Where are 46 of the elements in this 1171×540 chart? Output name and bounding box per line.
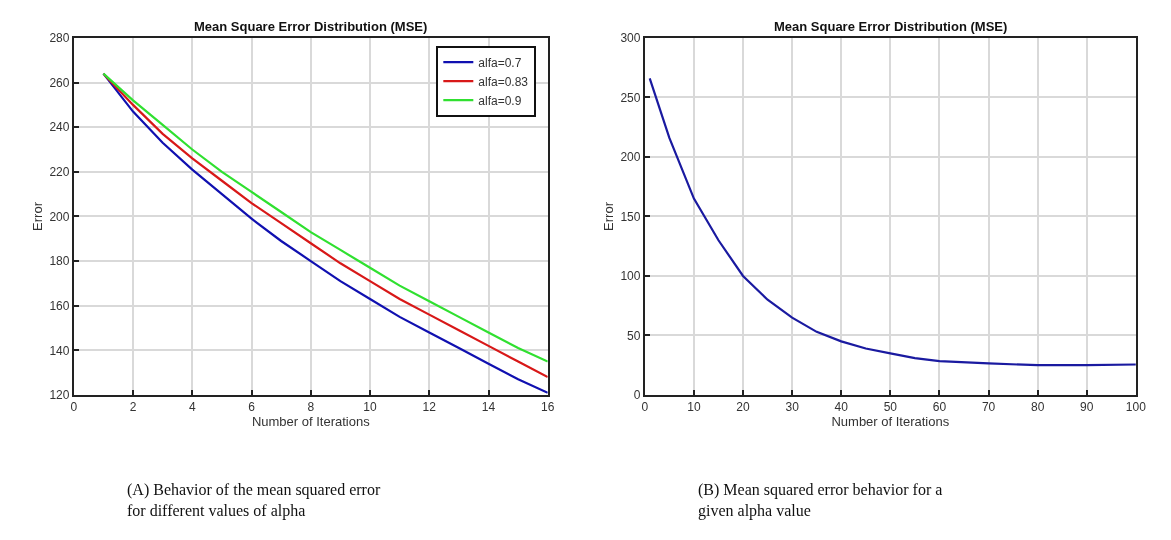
y-tick-label: 100 (620, 269, 641, 284)
x-tick-label: 16 (541, 400, 555, 415)
x-tick-label: 10 (687, 400, 701, 415)
x-tick-label: 40 (834, 400, 849, 415)
legend-label: alfa=0.9 (478, 93, 522, 108)
x-tick-label: 2 (129, 400, 137, 415)
text: (B) Mean squared error behavior for a given alpha value (698, 481, 943, 520)
y-axis-title: Error (29, 201, 45, 231)
x-tick-label: 10 (363, 400, 378, 415)
chart-title: Mean Square Error Distribution (MSE) (774, 19, 1008, 34)
x-axis-title: Number of Iterations (251, 414, 371, 430)
y-tick-label: 200 (49, 209, 70, 224)
y-tick-label: 300 (620, 31, 641, 46)
y-tick-label: 200 (620, 150, 641, 165)
x-tick-label: 6 (248, 400, 256, 415)
y-tick-label: 240 (49, 120, 70, 135)
y-tick-label: 140 (49, 343, 70, 358)
y-tick-label: 280 (49, 31, 70, 46)
x-tick-label: 30 (785, 400, 800, 415)
x-tick-label: 80 (1030, 400, 1045, 415)
y-tick-label: 180 (49, 254, 70, 269)
y-tick-label: 120 (49, 388, 70, 403)
x-tick-label: 4 (188, 400, 196, 415)
x-tick-label: 8 (307, 400, 315, 415)
x-tick-label: 14 (481, 400, 496, 415)
y-tick-label: 0 (633, 388, 641, 403)
x-tick-label: 20 (736, 400, 751, 415)
y-axis-title: Error (600, 201, 616, 231)
chart-title: Mean Square Error Distribution (MSE) (194, 19, 428, 34)
x-tick-label: 90 (1080, 400, 1094, 415)
x-tick-label: 60 (932, 400, 947, 415)
text: (A) Behavior of the mean squared error for different values of alpha (127, 481, 381, 520)
y-tick-label: 250 (620, 90, 641, 105)
y-tick-label: 160 (49, 298, 70, 313)
line-series (648, 77, 1136, 367)
x-tick-label: 70 (981, 400, 996, 415)
y-tick-label: 220 (49, 165, 70, 180)
x-tick-label: 100 (1125, 400, 1147, 415)
x-tick-label: 50 (883, 400, 898, 415)
y-tick-label: 150 (620, 209, 641, 224)
legend-label: alfa=0.83 (478, 74, 529, 89)
y-tick-label: 260 (49, 75, 70, 90)
legend-label: alfa=0.7 (478, 55, 522, 70)
y-tick-label: 50 (627, 328, 641, 343)
x-tick-label: 12 (422, 400, 437, 415)
x-axis-title: Number of Iterations (831, 414, 950, 430)
